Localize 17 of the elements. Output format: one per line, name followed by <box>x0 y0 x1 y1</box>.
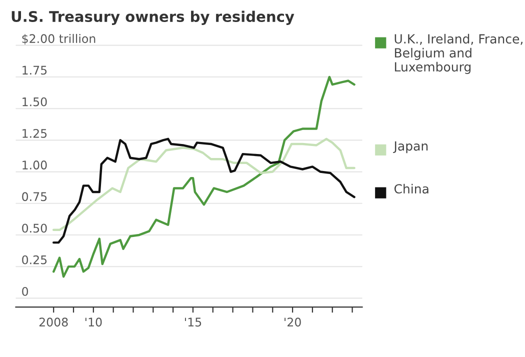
legend-label: China <box>394 184 428 194</box>
y-tick-label: $2.00 trillion <box>22 34 96 45</box>
y-tick-label: 1.25 <box>22 128 47 138</box>
x-tick-label: '15 <box>184 318 202 327</box>
y-tick-label: 1.00 <box>22 160 47 170</box>
x-tick-label: '10 <box>85 318 102 327</box>
x-tick-label: 2008 <box>39 318 68 327</box>
y-tick-label: 0.50 <box>22 224 47 233</box>
legend-label: Japan <box>393 141 428 154</box>
y-tick-label: 0.75 <box>22 192 47 202</box>
chart-title: U.S. Treasury owners by residency <box>12 10 294 25</box>
legend-label: U.K., Ireland, France, Belgium and Luxembourg <box>394 34 522 74</box>
y-tick-label: 0.25 <box>22 255 47 264</box>
y-tick-label: 1.75 <box>22 66 47 75</box>
y-tick-label: 0 <box>22 286 28 296</box>
y-tick-label: 1.50 <box>22 97 47 106</box>
x-tick-label: '20 <box>284 318 301 327</box>
